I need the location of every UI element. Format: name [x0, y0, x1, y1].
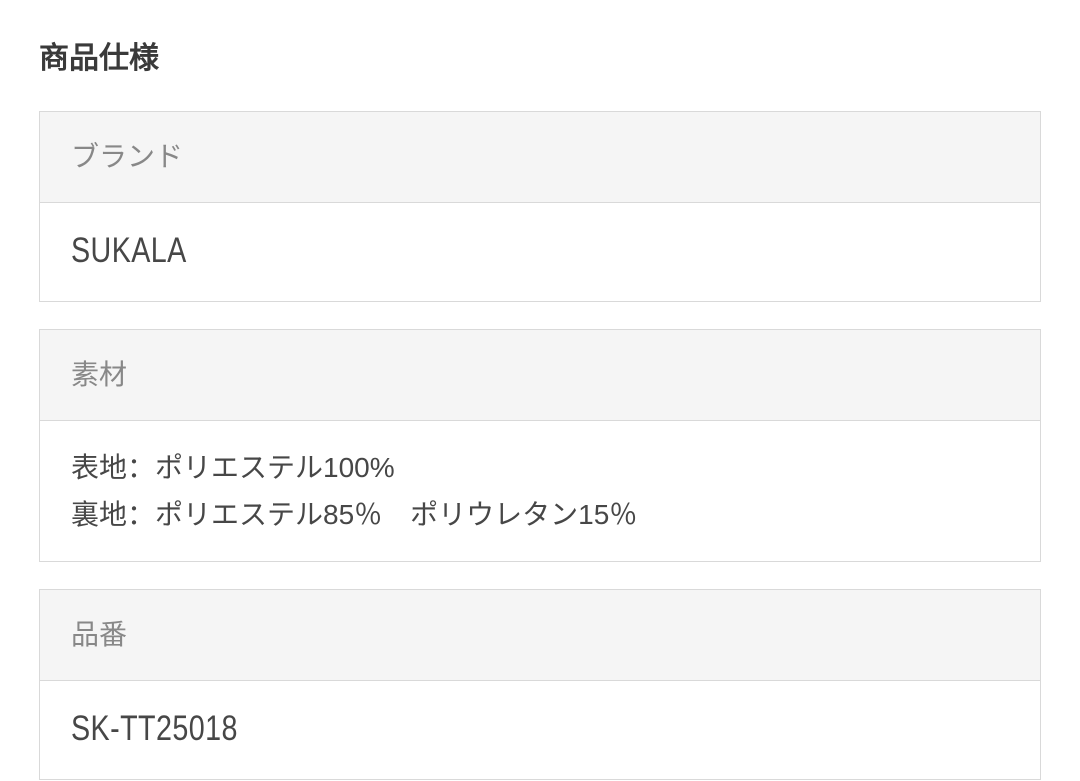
- material-line-lining-fabric: 裏地：ポリエステル85％ ポリウレタン15％: [71, 499, 638, 530]
- item-number-value-text: SK-TT25018: [71, 709, 238, 748]
- spec-label-text: 素材: [71, 359, 128, 390]
- spec-label-text: ブランド: [71, 141, 184, 172]
- spec-value-item-number: SK-TT25018: [40, 681, 1040, 779]
- spec-value-brand: SUKALA: [40, 203, 1040, 301]
- spec-table-material: 素材 表地：ポリエステル100% 裏地：ポリエステル85％ ポリウレタン15％: [39, 329, 1041, 562]
- spec-table-brand: ブランド SUKALA: [39, 111, 1041, 302]
- material-line-outer-fabric: 表地：ポリエステル100%: [71, 452, 395, 483]
- brand-value-text: SUKALA: [71, 231, 187, 270]
- spec-label-item-number: 品番: [40, 590, 1040, 681]
- spec-label-material: 素材: [40, 330, 1040, 421]
- page-title: 商品仕様: [39, 42, 159, 75]
- spec-value-material: 表地：ポリエステル100% 裏地：ポリエステル85％ ポリウレタン15％: [40, 421, 1040, 561]
- spec-label-text: 品番: [71, 619, 128, 650]
- spec-table-item-number: 品番 SK-TT25018: [39, 589, 1041, 780]
- spec-label-brand: ブランド: [40, 112, 1040, 203]
